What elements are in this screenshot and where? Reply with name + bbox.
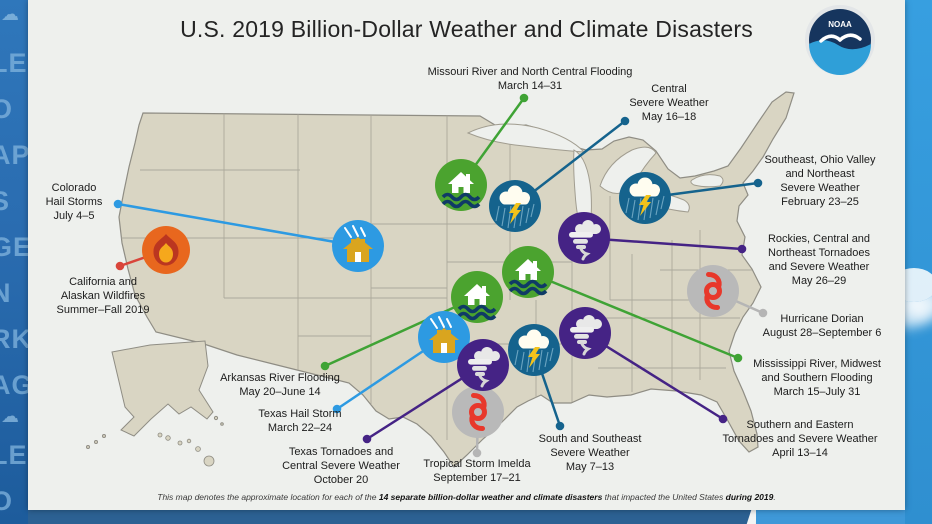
disaster-label: Missouri River and North Central Floodin… (395, 65, 665, 93)
disaster-name: Rockies, Central and Northeast Tornadoes… (767, 232, 871, 273)
disaster-label: Southeast, Ohio Valley and Northeast Sev… (745, 153, 895, 209)
disaster-label: Texas Hail Storm March 22–24 (235, 407, 365, 435)
background-letter: S (0, 186, 11, 216)
disaster-date: Summer–Fall 2019 (56, 304, 150, 317)
background-letter: O (0, 486, 14, 516)
disclaimer-bold: 14 separate billion-dollar weather and c… (378, 492, 603, 502)
map-disclaimer: This map denotes the approximate locatio… (28, 492, 905, 502)
disclaimer-text: This map denotes the approximate locatio… (157, 492, 379, 502)
disaster-label: Texas Tornadoes and Central Severe Weath… (261, 445, 421, 487)
background-right-strip (905, 0, 932, 524)
disaster-label: Rockies, Central and Northeast Tornadoes… (739, 232, 899, 288)
background-letter: N (0, 278, 12, 308)
disaster-date: May 26–29 (791, 275, 847, 288)
disaster-label: Southern and Eastern Tornadoes and Sever… (700, 418, 900, 460)
disaster-date: March 14–31 (497, 80, 563, 92)
disaster-date: March 22–24 (267, 422, 333, 434)
cloud-icon: ☁ (1, 4, 20, 24)
disaster-date: May 16–18 (641, 111, 697, 124)
disaster-date: September 17–21 (433, 472, 521, 484)
disaster-date: May 20–June 14 (239, 386, 321, 398)
disclaimer-bold: during 2019 (725, 492, 774, 502)
disaster-name: Tropical Storm Imelda (423, 457, 531, 470)
background-left-strip: ☁ LE O AP S GE N RK AG ☁ LE O (0, 0, 28, 524)
background-letter: AP (0, 140, 28, 170)
disaster-label: Colorado Hail Storms July 4–5 (29, 181, 119, 223)
disaster-name: Southern and Eastern Tornadoes and Sever… (722, 418, 878, 445)
background-letter: LE (0, 440, 28, 470)
disaster-label: California and Alaskan Wildfires Summer–… (33, 275, 173, 317)
background-letter: RK (0, 324, 28, 354)
disaster-name: Texas Hail Storm (258, 407, 342, 420)
background-letter: O (0, 94, 14, 124)
cloud-decoration (905, 268, 932, 302)
background-letter: AG (0, 370, 28, 400)
disaster-date: August 28–September 6 (762, 327, 882, 339)
background-letter: GE (0, 232, 28, 262)
disaster-label: Hurricane Dorian August 28–September 6 (732, 312, 912, 340)
disaster-name: Colorado Hail Storms (45, 181, 103, 208)
disaster-label: Central Severe Weather May 16–18 (609, 82, 729, 124)
disclaimer-text: . (773, 492, 776, 502)
disaster-date: April 13–14 (772, 447, 828, 460)
disaster-name: Texas Tornadoes and Central Severe Weath… (282, 445, 400, 472)
disaster-name: South and Southeast Severe Weather (538, 432, 642, 459)
disaster-name: Missouri River and North Central Floodin… (427, 65, 633, 78)
bottom-strip-left (28, 510, 752, 524)
disaster-date: July 4–5 (53, 210, 95, 223)
page-title: U.S. 2019 Billion-Dollar Weather and Cli… (180, 16, 753, 42)
disaster-date: March 15–July 31 (773, 386, 861, 399)
disaster-name: California and Alaskan Wildfires (60, 275, 146, 302)
cloud-icon: ☁ (1, 406, 20, 426)
disclaimer-text: that impacted the United States (602, 492, 726, 502)
disaster-name: Southeast, Ohio Valley and Northeast Sev… (764, 153, 876, 194)
disaster-date: February 23–25 (781, 196, 859, 209)
disaster-label: Tropical Storm Imelda September 17–21 (397, 457, 557, 485)
disaster-name: Arkansas River Flooding (220, 371, 340, 384)
disaster-label: Mississippi River, Midwest and Southern … (727, 357, 907, 399)
disaster-label: Arkansas River Flooding May 20–June 14 (190, 371, 370, 399)
disaster-name: Mississippi River, Midwest and Southern … (753, 357, 881, 384)
disaster-name: Central Severe Weather (629, 82, 709, 109)
bottom-strip-right (756, 510, 905, 524)
disaster-name: Hurricane Dorian (780, 312, 864, 325)
background-bottom-strip (28, 510, 905, 524)
disaster-date: October 20 (313, 474, 369, 487)
background-letter: LE (0, 48, 28, 78)
